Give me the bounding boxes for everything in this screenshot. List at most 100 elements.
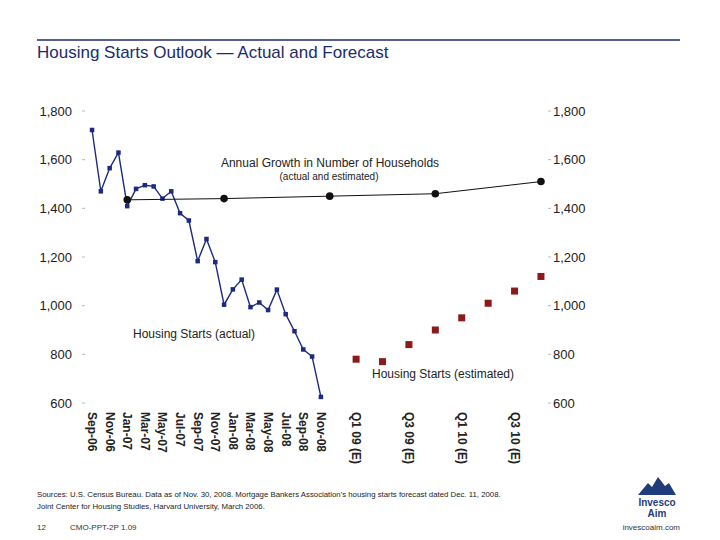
x-tick-label: Sep-06 [85, 412, 99, 452]
x-tick-label: Jan-08 [226, 412, 240, 450]
x-tick-label: Sep-08 [296, 412, 310, 452]
marker [248, 305, 253, 310]
marker [195, 259, 200, 264]
marker [169, 189, 174, 194]
y2-tick-label: 1,000 [553, 298, 586, 313]
y2-tick [548, 111, 551, 112]
marker [266, 308, 271, 313]
marker [537, 178, 545, 186]
marker [125, 204, 129, 209]
marker [99, 189, 104, 194]
x-tick-label: Q3 09 (E) [402, 412, 416, 464]
y-tick-label: 800 [50, 347, 72, 362]
y2-tick [548, 208, 551, 209]
y2-tick [548, 354, 551, 355]
marker [537, 273, 544, 280]
y-tick [82, 111, 85, 112]
y-tick [82, 257, 85, 258]
marker [178, 211, 183, 216]
marker [275, 287, 280, 292]
marker [301, 347, 306, 352]
page-number: 12 [37, 523, 46, 532]
marker [353, 356, 360, 363]
y2-tick [548, 305, 551, 306]
marker [220, 195, 228, 203]
marker [511, 288, 518, 295]
annotation: (actual and estimated) [280, 171, 379, 182]
y-tick [82, 403, 85, 404]
marker [213, 260, 218, 265]
y2-tick-label: 1,600 [553, 152, 586, 167]
marker [231, 287, 236, 292]
marker [143, 183, 148, 188]
y-tick [82, 354, 85, 355]
y2-tick-label: 1,200 [553, 250, 586, 265]
marker [310, 354, 315, 359]
source-note: Sources: U.S. Census Bureau. Data as of … [37, 490, 501, 499]
marker [458, 314, 465, 321]
doc-code: CMO-PPT-2P 1.09 [70, 523, 137, 532]
y2-tick [548, 403, 551, 404]
x-tick-label: May-07 [155, 412, 169, 453]
title: Housing Starts Outlook — Actual and Fore… [37, 43, 389, 62]
x-tick-label: May-08 [261, 412, 275, 453]
y-tick-label: 600 [50, 396, 72, 411]
website: invescoaim.com [623, 523, 681, 532]
x-tick-label: Nov-07 [208, 412, 222, 452]
y-tick-label: 1,200 [39, 250, 72, 265]
marker [405, 341, 412, 348]
marker [151, 184, 156, 189]
x-tick-label: Jul-07 [173, 412, 187, 447]
y2-tick [548, 257, 551, 258]
source-note: Joint Center for Housing Studies, Harvar… [37, 502, 265, 511]
logo-text: Invesco [638, 497, 675, 508]
x-tick-label: Sep-07 [191, 412, 205, 452]
marker [257, 300, 262, 305]
y-tick [82, 305, 85, 306]
marker [187, 218, 192, 223]
logo-mark [638, 477, 676, 495]
marker [283, 312, 288, 317]
y2-tick-label: 1,800 [553, 104, 586, 119]
series-label: Housing Starts (actual) [133, 327, 255, 341]
marker [319, 395, 324, 400]
series-label: Housing Starts (estimated) [372, 367, 514, 381]
y-tick-label: 1,400 [39, 201, 72, 216]
marker [292, 329, 297, 334]
y2-tick-label: 600 [553, 396, 575, 411]
marker [485, 300, 492, 307]
y2-tick [548, 159, 551, 160]
title-rule [37, 39, 680, 41]
marker [116, 150, 121, 155]
x-tick-label: Nov-08 [314, 412, 328, 452]
x-tick-label: Mar-08 [243, 412, 257, 451]
marker [90, 128, 95, 133]
marker [160, 196, 165, 201]
x-tick-label: Mar-07 [138, 412, 152, 451]
y2-tick-label: 1,400 [553, 201, 586, 216]
x-tick-label: Q3 10 (E) [508, 412, 522, 464]
marker [222, 302, 227, 307]
marker [204, 237, 209, 242]
y-tick [82, 208, 85, 209]
marker [379, 358, 386, 365]
x-tick-label: Jul-08 [279, 412, 293, 447]
marker [134, 187, 139, 192]
marker [432, 327, 439, 334]
marker [326, 192, 334, 200]
plot-area [90, 128, 545, 399]
y-tick-label: 1,600 [39, 152, 72, 167]
logo-text: Aim [648, 508, 667, 519]
y2-tick-label: 800 [553, 347, 575, 362]
series-line [127, 182, 541, 200]
x-tick-label: Jan-07 [120, 412, 134, 450]
marker [432, 190, 440, 198]
y-tick-label: 1,000 [39, 298, 72, 313]
x-tick-label: Nov-06 [103, 412, 117, 452]
series-label: Annual Growth in Number of Households [221, 156, 439, 170]
y-tick [82, 159, 85, 160]
marker [107, 166, 112, 171]
x-tick-label: Q1 10 (E) [455, 412, 469, 464]
marker [239, 277, 244, 282]
marker [123, 196, 131, 204]
